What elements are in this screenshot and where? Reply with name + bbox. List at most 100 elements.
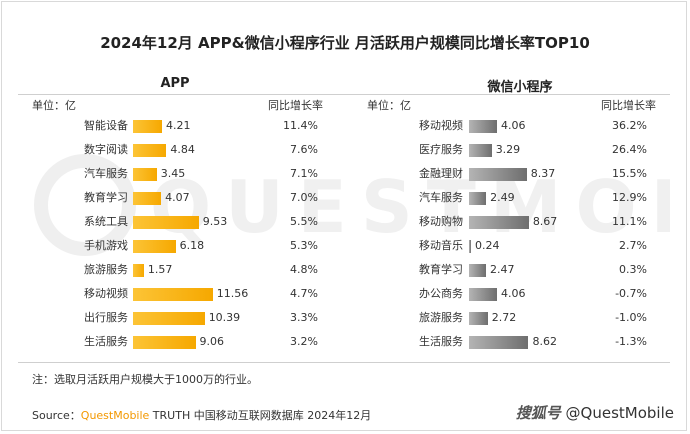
app-growth-label: 7.6% (290, 143, 318, 156)
app-category-label: 旅游服务 (84, 263, 128, 276)
miniprogram-growth-label: 12.9% (612, 191, 647, 204)
miniprogram-value-label: 4.06 (501, 119, 526, 132)
app-growth-label: 4.7% (290, 287, 318, 300)
miniprogram-category-label: 金融理财 (419, 167, 463, 180)
miniprogram-growth-label: -0.7% (615, 287, 647, 300)
miniprogram-growth-label: 36.2% (612, 119, 647, 132)
miniprogram-value-label: 8.62 (532, 335, 557, 348)
app-value-label: 4.07 (165, 191, 190, 204)
miniprogram-value-label: 8.67 (532, 215, 558, 228)
miniprogram-growth-label: 11.1% (612, 215, 647, 228)
app-bar (133, 240, 176, 253)
credit-handle: @QuestMobile (565, 404, 674, 422)
app-category-label: 数字阅读 (84, 143, 128, 156)
app-bar (133, 168, 157, 181)
app-value-label: 9.06 (199, 335, 225, 348)
miniprogram-bar (469, 336, 529, 349)
app-value-label: 1.57 (147, 263, 173, 276)
app-value-label: 6.18 (179, 239, 205, 252)
growth-header-app: 同比增长率 (268, 99, 323, 112)
miniprogram-value-label: 2.47 (490, 263, 515, 276)
growth-header-miniprogram: 同比增长率 (601, 99, 656, 112)
miniprogram-growth-label: 26.4% (612, 143, 647, 156)
miniprogram-bar (469, 288, 497, 301)
footer-divider (18, 362, 670, 363)
app-bar (133, 192, 162, 205)
source-prefix: Source： (32, 409, 81, 422)
miniprogram-value-label: 0.24 (475, 239, 500, 252)
miniprogram-value-label: 2.72 (491, 311, 517, 324)
app-bar (133, 264, 144, 277)
app-value-label: 4.84 (170, 143, 195, 156)
miniprogram-value-label: 4.06 (501, 287, 526, 300)
miniprogram-bar (469, 168, 527, 181)
credit-platform: 搜狐号 (515, 404, 561, 422)
miniprogram-value-label: 2.49 (490, 191, 515, 204)
app-growth-label: 3.2% (290, 335, 318, 348)
app-value-label: 9.53 (202, 215, 228, 228)
miniprogram-bar (469, 144, 492, 157)
app-category-label: 智能设备 (84, 119, 128, 132)
app-growth-label: 7.1% (290, 167, 318, 180)
app-bar (133, 216, 199, 229)
app-bar (133, 144, 167, 157)
source-brand: QuestMobile (80, 409, 150, 422)
app-growth-label: 5.5% (290, 215, 318, 228)
miniprogram-category-label: 教育学习 (419, 263, 463, 276)
miniprogram-value-label: 8.37 (530, 167, 556, 180)
app-value-label: 3.45 (160, 167, 186, 180)
footnote: 注：选取月活跃用户规模大于1000万的行业。 (32, 373, 258, 386)
app-growth-label: 3.3% (290, 311, 318, 324)
miniprogram-category-label: 汽车服务 (419, 191, 463, 204)
app-bar (133, 120, 163, 133)
app-growth-label: 5.3% (290, 239, 318, 252)
source-rest: TRUTH 中国移动互联网数据库 2024年12月 (149, 409, 372, 422)
miniprogram-bar (469, 264, 487, 277)
app-category-label: 手机游戏 (84, 239, 128, 252)
app-growth-label: 11.4% (283, 119, 318, 132)
panel-title-miniprogram: 微信小程序 (487, 80, 553, 95)
miniprogram-bar (469, 216, 529, 229)
app-bar (133, 336, 196, 349)
miniprogram-bar (469, 312, 488, 325)
miniprogram-category-label: 移动音乐 (419, 239, 463, 252)
app-category-label: 汽车服务 (84, 167, 128, 180)
miniprogram-category-label: 办公商务 (419, 287, 463, 300)
app-category-label: 教育学习 (84, 191, 128, 204)
watermark-text: QUESTMOBILE (150, 165, 670, 249)
app-bar (133, 288, 213, 301)
chart-title: 2024年12月 APP&微信小程序行业 月活跃用户规模同比增长率TOP10 (100, 34, 590, 52)
miniprogram-bar (469, 240, 471, 253)
watermark-logo: QUESTMOBILE (34, 154, 670, 256)
miniprogram-category-label: 旅游服务 (419, 311, 463, 324)
panel-title-app: APP (160, 76, 190, 91)
header-divider (18, 94, 670, 95)
watermark-ring-icon (34, 154, 136, 256)
app-growth-label: 7.0% (290, 191, 318, 204)
miniprogram-value-label: 3.29 (495, 143, 521, 156)
app-category-label: 生活服务 (84, 335, 128, 348)
miniprogram-growth-label: 0.3% (619, 263, 647, 276)
miniprogram-category-label: 移动购物 (419, 215, 463, 228)
miniprogram-growth-label: -1.3% (615, 335, 647, 348)
app-value-label: 11.56 (216, 287, 249, 300)
credit-line: 搜狐号 @QuestMobile (516, 402, 674, 423)
miniprogram-category-label: 医疗服务 (419, 143, 463, 156)
miniprogram-category-label: 移动视频 (419, 119, 463, 132)
app-category-label: 移动视频 (84, 287, 128, 300)
app-value-label: 4.21 (166, 119, 191, 132)
miniprogram-category-label: 生活服务 (419, 335, 463, 348)
source-line: Source：QuestMobile TRUTH 中国移动互联网数据库 2024… (32, 407, 371, 423)
miniprogram-growth-label: 15.5% (612, 167, 647, 180)
miniprogram-bar (469, 192, 487, 205)
unit-label-miniprogram: 单位：亿 (367, 99, 411, 112)
app-category-label: 出行服务 (84, 311, 128, 324)
unit-label-app: 单位：亿 (32, 99, 76, 112)
miniprogram-growth-label: -1.0% (615, 311, 647, 324)
miniprogram-bar (469, 120, 497, 133)
app-growth-label: 4.8% (290, 263, 318, 276)
app-value-label: 10.39 (208, 311, 241, 324)
miniprogram-growth-label: 2.7% (619, 239, 647, 252)
app-category-label: 系统工具 (84, 215, 128, 228)
